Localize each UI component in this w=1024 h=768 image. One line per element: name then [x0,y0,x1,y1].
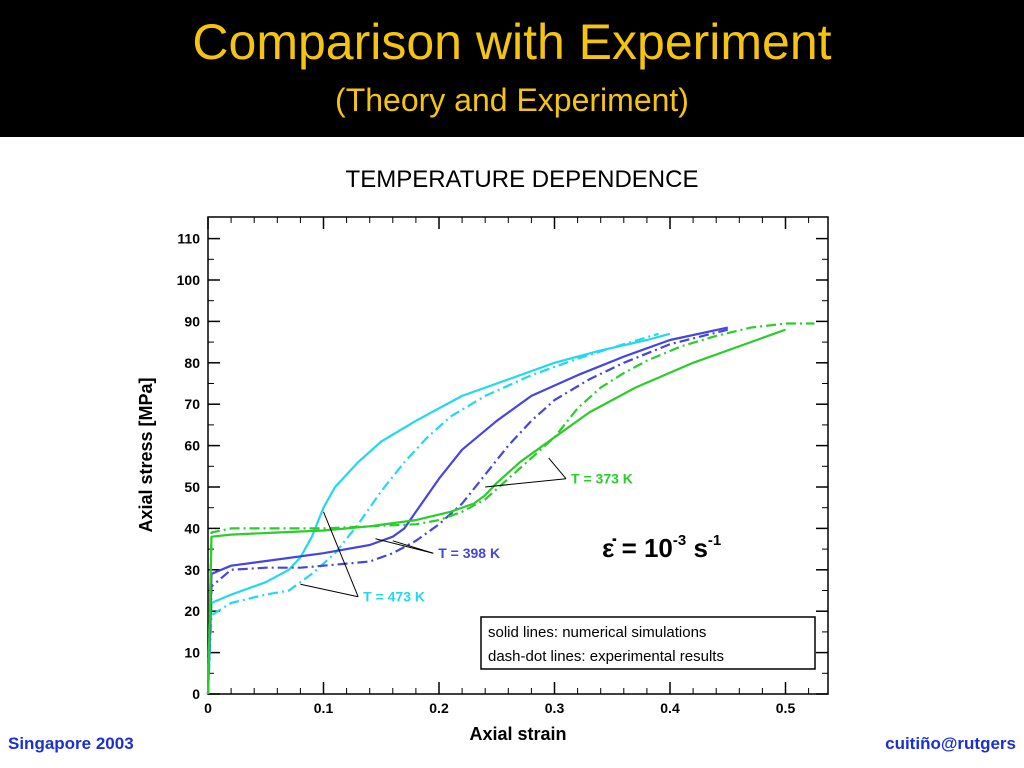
y-tick-label: 0 [192,686,200,702]
slide-header: Comparison with Experiment (Theory and E… [0,0,1024,137]
y-tick-label: 60 [184,438,200,454]
footer-email: cuitiño@rutgers [885,734,1016,753]
series-line-473k-solid [206,332,671,695]
legend-line-solid: solid lines: numerical simulations [488,624,706,641]
y-tick-label: 20 [184,603,200,619]
x-tick-label: 0.5 [776,700,796,716]
y-tick-label: 80 [184,355,200,371]
y-tick-label: 10 [184,645,200,661]
chart-title: TEMPERATURE DEPENDENCE [345,166,699,193]
series-line-473k-dashdot [206,332,659,695]
y-tick-label: 30 [184,562,200,578]
y-tick-label: 100 [177,272,201,288]
x-tick-label: 0.3 [545,700,565,716]
annotation-pointer [323,511,359,597]
footer-event: Singapore 2003 [8,734,134,753]
legend-line-dashdot: dash-dot lines: experimental results [488,648,724,665]
strain-rate-label: ε̇ = 10-3 s-1 [602,532,721,563]
strain-rate-unit-exponent: -1 [708,532,721,549]
strain-rate-exponent: -3 [673,532,686,549]
slide-subtitle: (Theory and Experiment) [335,82,689,118]
slide-title: Comparison with Experiment [192,14,832,70]
legend-box [480,616,816,670]
x-tick-label: 0 [204,700,212,716]
y-tick-label: 40 [184,520,200,536]
annotation-label: T = 373 K [571,471,633,487]
y-tick-label: 70 [184,396,200,412]
y-tick-label: 90 [184,313,200,329]
series-line-373k-dashdot [206,322,815,695]
strain-rate-unit: s [686,533,708,563]
annotation-pointer [300,583,359,598]
annotation-pointer [485,478,567,488]
x-tick-label: 0.1 [314,700,334,716]
y-tick-label: 50 [184,479,200,495]
x-axis-label: Axial strain [469,724,566,744]
annotation-label: T = 398 K [438,545,500,561]
x-tick-label: 0.2 [429,700,449,716]
annotation-pointer [375,538,434,554]
y-axis-label: Axial stress [MPa] [136,377,156,532]
series-line-373k-solid [206,328,786,695]
strain-rate-base: ε̇ = 10 [602,533,673,563]
plot-frame [207,216,829,695]
series-line-398k-dashdot [206,328,729,695]
annotation-label: T = 473 K [363,589,425,605]
series-line-398k-solid [206,326,729,695]
x-tick-label: 0.4 [660,700,680,716]
y-tick-label: 110 [177,231,200,247]
annotation-pointer [548,457,567,480]
